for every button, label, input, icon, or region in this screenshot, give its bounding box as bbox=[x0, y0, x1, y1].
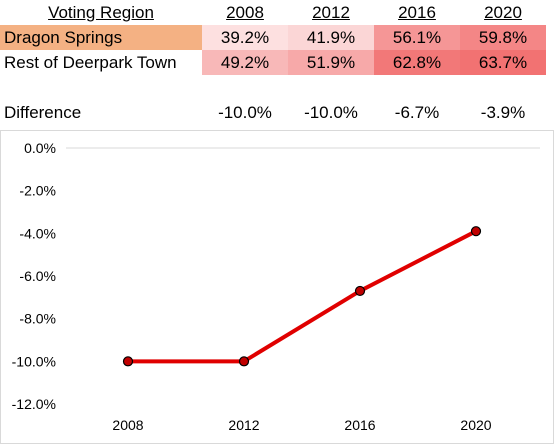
y-tick-label: -6.0% bbox=[19, 268, 56, 284]
y-tick-label: -12.0% bbox=[12, 396, 56, 412]
y-tick-label: -10.0% bbox=[12, 353, 56, 369]
x-tick-label: 2008 bbox=[112, 417, 143, 433]
series-markers bbox=[122, 226, 482, 367]
difference-label: Difference bbox=[4, 102, 82, 122]
header-year: 2012 bbox=[312, 2, 350, 22]
y-tick-label: -4.0% bbox=[19, 225, 56, 241]
data-point bbox=[470, 226, 482, 237]
value-cell: 59.8% bbox=[460, 25, 546, 50]
value-cell: 41.9% bbox=[288, 25, 374, 50]
table-row: Rest of Deerpark Town 49.2% 51.9% 62.8% … bbox=[0, 50, 546, 75]
value-cell: 56.1% bbox=[374, 25, 460, 50]
header-year: 2016 bbox=[398, 2, 436, 22]
x-tick-label: 2016 bbox=[344, 417, 375, 433]
value-cell: 63.7% bbox=[460, 50, 546, 75]
table-header-row: Voting Region 2008 2012 2016 2020 bbox=[0, 0, 546, 25]
y-tick-label: -2.0% bbox=[19, 183, 56, 199]
value-cell: 62.8% bbox=[374, 50, 460, 75]
difference-value: -10.0% bbox=[304, 102, 358, 122]
difference-value: -10.0% bbox=[218, 102, 272, 122]
chart-area bbox=[0, 130, 554, 444]
region-dragon-springs: Dragon Springs bbox=[0, 25, 202, 50]
value-cell: 51.9% bbox=[288, 50, 374, 75]
y-tick-label: 0.0% bbox=[24, 140, 56, 156]
series-line bbox=[128, 229, 477, 364]
y-tick-label: -8.0% bbox=[19, 311, 56, 327]
value-cell: 39.2% bbox=[202, 25, 288, 50]
data-point bbox=[354, 285, 366, 297]
x-tick-label: 2020 bbox=[460, 417, 491, 433]
value-cell: 49.2% bbox=[202, 50, 288, 75]
table-row: Dragon Springs 39.2% 41.9% 56.1% 59.8% bbox=[0, 25, 546, 50]
region-rest-of-deerpark: Rest of Deerpark Town bbox=[4, 52, 177, 72]
data-point bbox=[238, 356, 250, 367]
voting-table: Voting Region 2008 2012 2016 2020 Dragon… bbox=[0, 0, 546, 125]
difference-value: -6.7% bbox=[394, 102, 440, 122]
header-year: 2008 bbox=[226, 2, 264, 22]
header-year: 2020 bbox=[484, 2, 522, 22]
x-tick-label: 2012 bbox=[228, 417, 259, 433]
spacer-row bbox=[0, 75, 546, 100]
difference-row: Difference -10.0% -10.0% -6.7% -3.9% bbox=[0, 100, 546, 125]
x-axis-ticks: 2008 2012 2016 2020 bbox=[112, 417, 491, 433]
difference-line-chart: 0.0% -2.0% -4.0% -6.0% -8.0% -10.0% -12.0% 200… bbox=[0, 130, 554, 444]
data-point bbox=[122, 356, 134, 367]
header-voting-region: Voting Region bbox=[48, 2, 154, 22]
y-axis-ticks: 0.0% -2.0% -4.0% -6.0% -8.0% -10.0% -12.0% bbox=[12, 140, 56, 412]
difference-value: -3.9% bbox=[480, 102, 526, 122]
